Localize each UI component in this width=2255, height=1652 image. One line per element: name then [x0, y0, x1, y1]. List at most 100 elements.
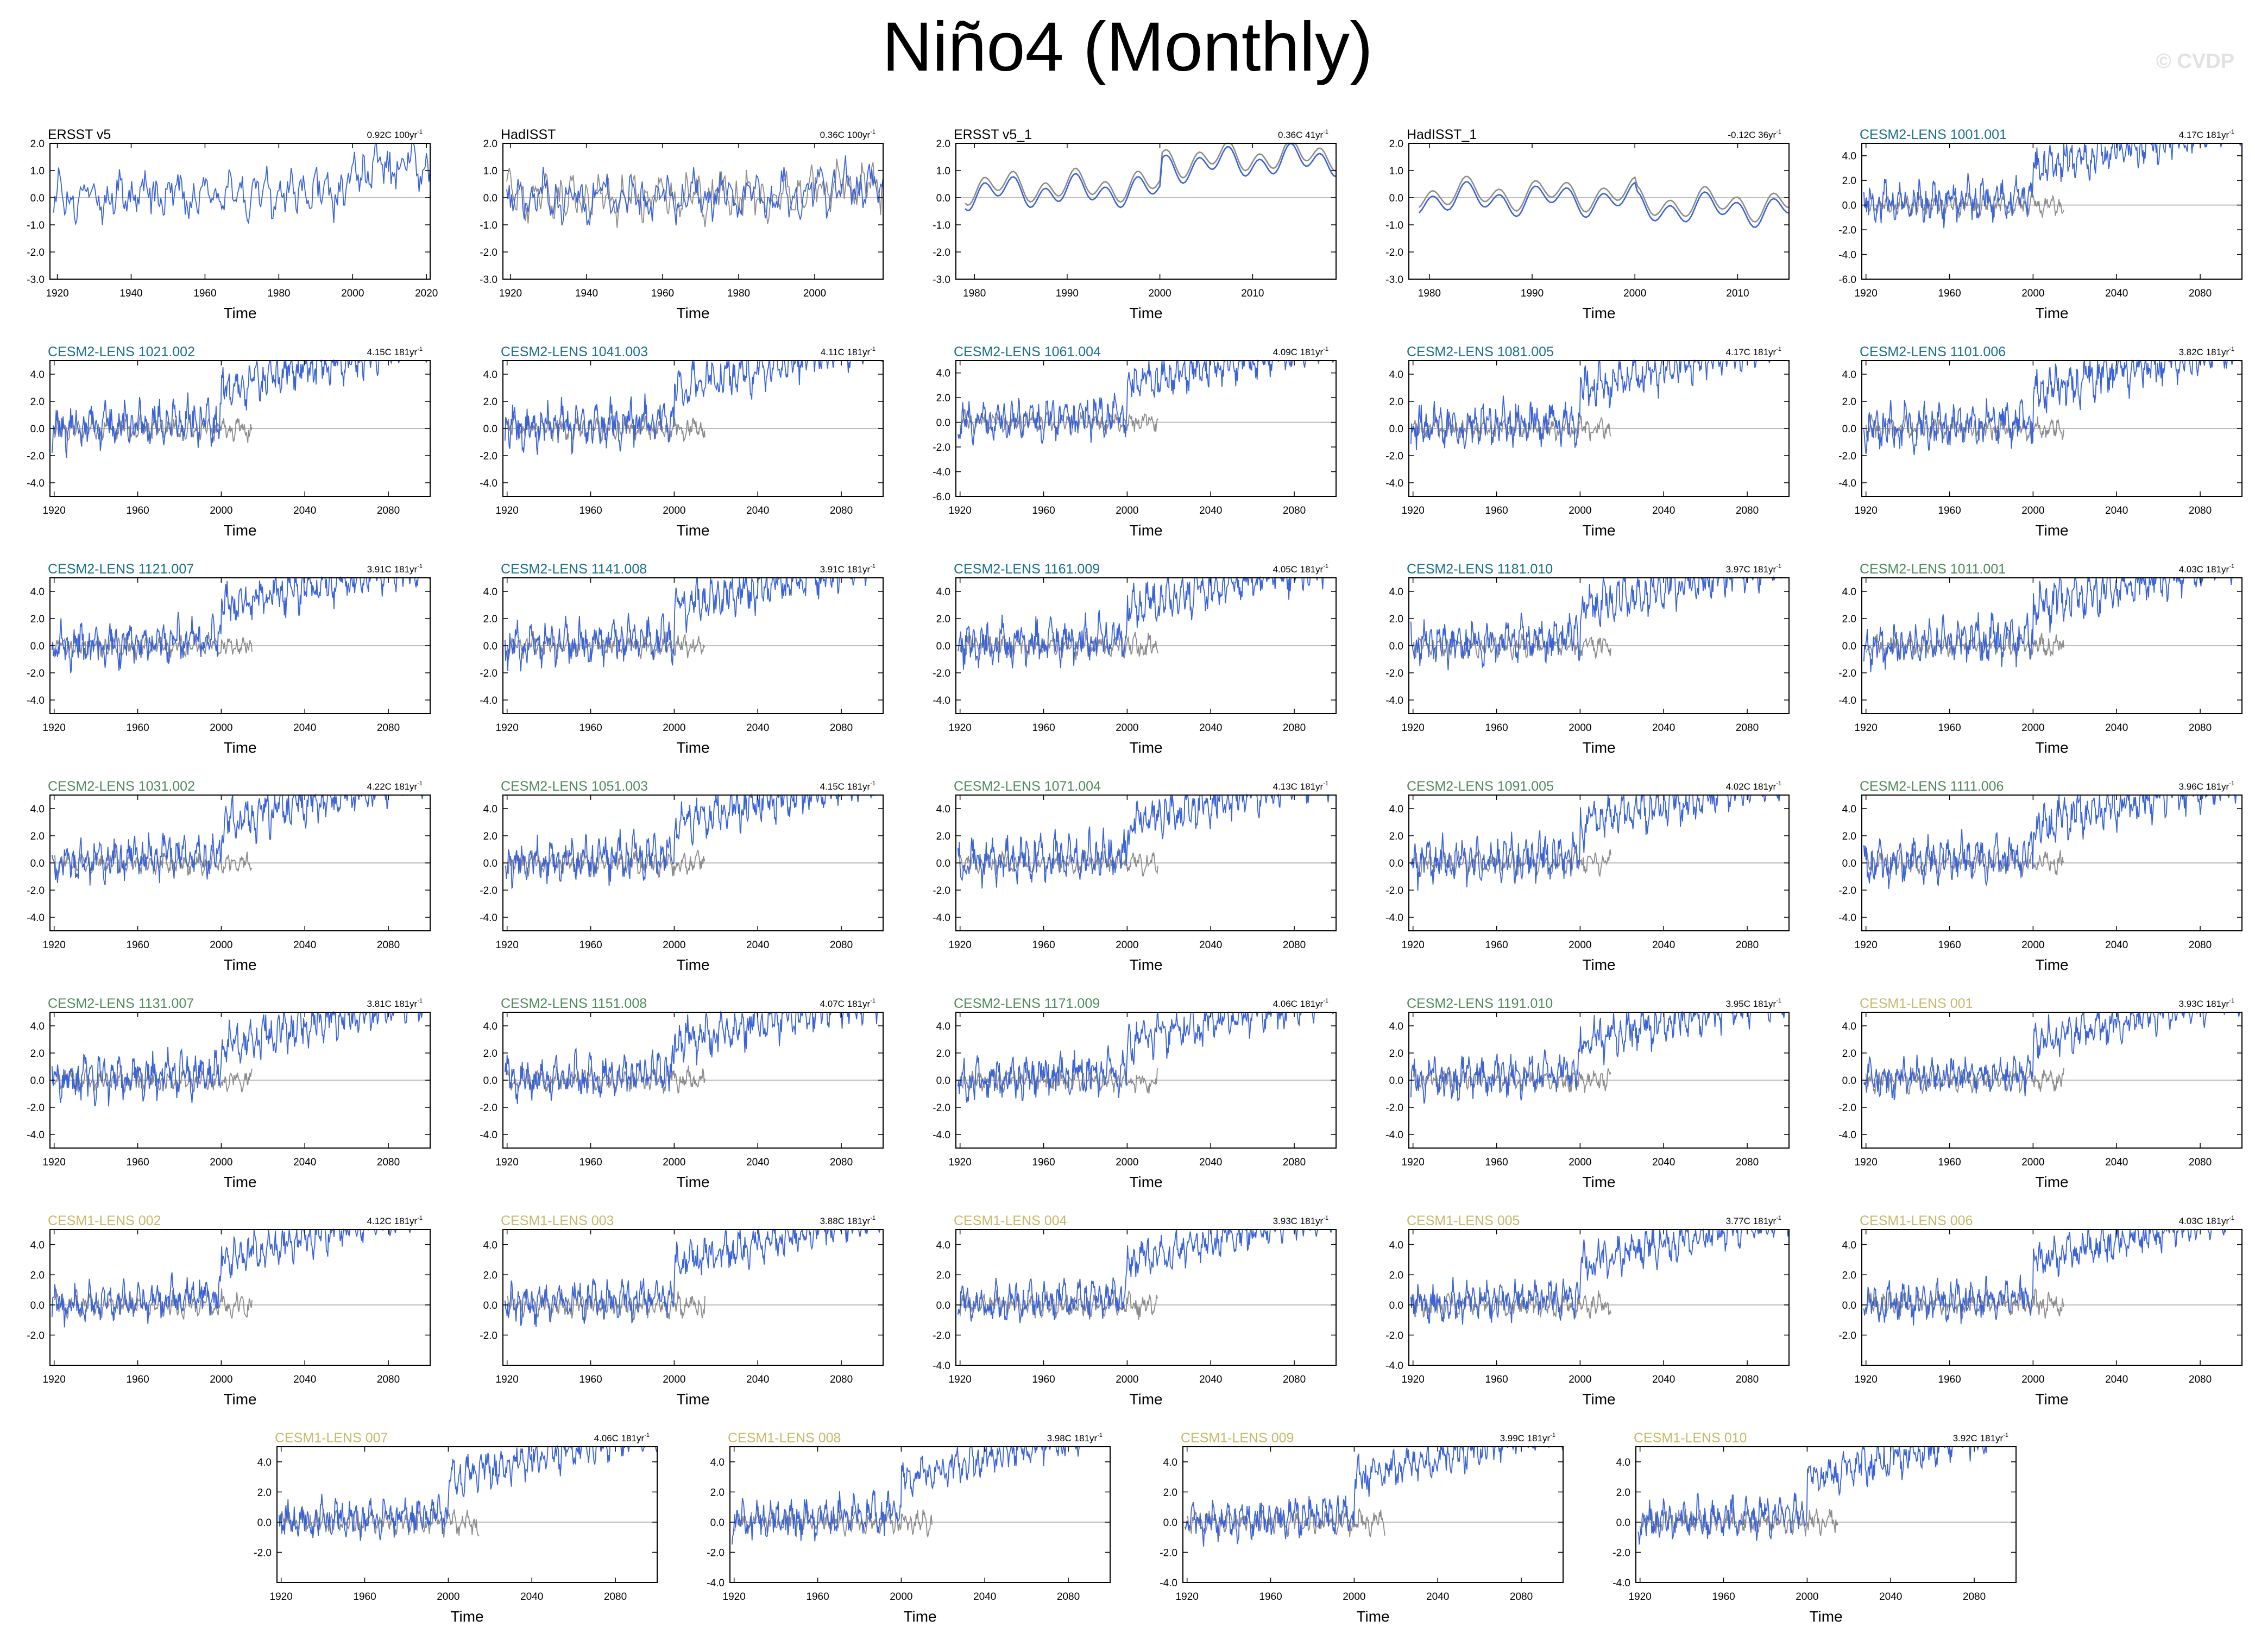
chart-panel: CESM2-LENS 1091.005 4.02C 181yr-1 4.0 2.0 0.…: [1364, 777, 1815, 994]
chart-svg: CESM1-LENS 002 4.12C 181yr-1 4.0 2.0 0.0 -2.0…: [27, 1213, 431, 1408]
series-line: [1863, 142, 2242, 229]
x-tick-label: 1960: [126, 1157, 149, 1168]
y-tick-label: 0.0: [1389, 424, 1403, 435]
y-tick-label: -2.0: [933, 1330, 950, 1341]
y-tick-label: 4.0: [936, 368, 950, 380]
plot-frame: [955, 360, 1337, 497]
plot-frame: [1861, 143, 2243, 280]
x-tick-label: 1920: [949, 1374, 972, 1385]
x-tick-label: 2000: [1569, 1157, 1591, 1168]
y-tick-label: -2.0: [1838, 668, 1856, 679]
trend-unit-exponent: -1: [1323, 129, 1328, 135]
x-tick-label: 2040: [1199, 1157, 1222, 1168]
trend-unit-exponent: -1: [1323, 1215, 1328, 1221]
x-tick-label: 1960: [1938, 505, 1961, 516]
trend-label: 4.11C 181yr-1: [821, 346, 875, 357]
y-tick-label: 2.0: [936, 614, 950, 625]
panel-title: HadISST_1: [1407, 127, 1477, 142]
chart-panel: CESM2-LENS 1191.010 3.95C 181yr-1 4.0 2.0 0.…: [1364, 994, 1815, 1211]
y-tick-label: -4.0: [933, 695, 950, 707]
panel-title: HadISST: [501, 127, 556, 142]
x-tick-label: 2080: [1283, 940, 1306, 951]
y-tick-label: -2.0: [254, 1547, 272, 1559]
y-tick-label: 2.0: [1389, 614, 1403, 625]
x-tick-label: 1920: [270, 1591, 293, 1603]
y-tick-label: -2.0: [1838, 1330, 1856, 1341]
trend-label: 3.88C 181yr-1: [820, 1215, 875, 1226]
chart-svg: CESM2-LENS 1011.001 4.03C 181yr-1 4.0 2.0 0.…: [1838, 562, 2243, 756]
x-tick-label: 2080: [377, 505, 400, 516]
x-tick-label: 2080: [1283, 722, 1306, 734]
x-axis-title: Time: [1582, 956, 1615, 973]
x-tick-label: 1920: [1855, 722, 1878, 734]
x-tick-label: 1920: [1855, 1157, 1878, 1168]
x-tick-label: 2080: [1736, 505, 1759, 516]
x-tick-label: 2040: [293, 1157, 316, 1168]
x-axis-title: Time: [676, 1174, 709, 1190]
x-tick-label: 1920: [496, 722, 519, 734]
x-tick-label: 2080: [2189, 940, 2212, 951]
panel-title: CESM2-LENS 1181.010: [1407, 562, 1553, 577]
x-tick-label: 1960: [1712, 1591, 1735, 1603]
chart-svg: ERSST v5_1 0.36C 41yr-1 2.0 1.0 0.0 -1.0 -2.0 -…: [933, 127, 1337, 321]
chart-panel: CESM2-LENS 1171.009 4.06C 181yr-1 4.0 2.0 0.…: [911, 994, 1362, 1211]
y-tick-label: 4.0: [1842, 1021, 1856, 1032]
series-line: [51, 576, 431, 673]
y-tick-label: 0.0: [30, 1075, 45, 1087]
x-tick-label: 2040: [520, 1591, 543, 1603]
x-axis-title: Time: [1129, 1391, 1162, 1408]
y-tick-label: -3.0: [27, 274, 45, 286]
y-tick-label: 4.0: [30, 369, 45, 381]
x-axis-title: Time: [1129, 956, 1162, 973]
y-tick-label: 4.0: [30, 587, 45, 598]
x-tick-label: 2040: [1652, 722, 1675, 734]
y-tick-label: 2.0: [936, 831, 950, 842]
x-tick-label: 2040: [2105, 1374, 2128, 1385]
trend-unit-exponent: -1: [2229, 1215, 2234, 1221]
x-tick-label: 2000: [2021, 940, 2044, 951]
x-tick-label: 1960: [1032, 505, 1055, 516]
x-tick-label: 2080: [2189, 1157, 2212, 1168]
y-tick-label: 0.0: [483, 858, 497, 869]
chart-panel: CESM1-LENS 002 4.12C 181yr-1 4.0 2.0 0.0 -2.0…: [5, 1211, 456, 1428]
x-tick-label: 2040: [1652, 940, 1675, 951]
trend-unit-exponent: -1: [1776, 346, 1781, 352]
x-axis-title: Time: [223, 739, 256, 756]
x-tick-label: 1960: [1032, 722, 1055, 734]
trend-label: 3.91C 181yr-1: [367, 563, 423, 575]
chart-svg: CESM2-LENS 1171.009 4.06C 181yr-1 4.0 2.0 0.…: [933, 996, 1337, 1190]
x-tick-label: 2080: [1057, 1591, 1080, 1603]
x-tick-label: 2040: [746, 722, 769, 734]
trend-unit-exponent: -1: [870, 563, 875, 570]
trend-unit-exponent: -1: [2229, 998, 2234, 1004]
y-tick-label: 2.0: [1389, 1048, 1403, 1060]
chart-panel: CESM2-LENS 1131.007 3.81C 181yr-1 4.0 2.0 0.…: [5, 994, 456, 1211]
y-tick-label: 4.0: [1389, 1021, 1403, 1032]
x-tick-label: 2040: [1652, 1157, 1675, 1168]
y-tick-label: 2.0: [936, 393, 950, 404]
chart-panel: HadISST_1 -0.12C 36yr-1 2.0 1.0 0.0 -1.0 -2.0 -…: [1364, 125, 1815, 342]
x-tick-label: 1960: [126, 1374, 149, 1385]
x-tick-label: 2040: [1652, 505, 1675, 516]
y-tick-label: -4.0: [27, 1130, 45, 1141]
series-line: [1637, 1446, 2016, 1545]
chart-svg: CESM2-LENS 1121.007 3.91C 181yr-1 4.0 2.0 0.…: [27, 562, 431, 756]
x-tick-label: 1960: [651, 288, 674, 299]
y-tick-label: 2.0: [1842, 175, 1856, 187]
chart-svg: CESM2-LENS 1141.008 3.91C 181yr-1 4.0 2.0 0.…: [480, 562, 884, 756]
y-tick-label: 0.0: [1842, 1075, 1856, 1087]
x-tick-label: 1920: [43, 1374, 66, 1385]
x-axis-title: Time: [676, 305, 709, 321]
y-tick-label: -4.0: [1838, 478, 1856, 489]
chart-panel: CESM2-LENS 1141.008 3.91C 181yr-1 4.0 2.0 0.…: [458, 559, 909, 777]
y-tick-label: -4.0: [1838, 695, 1856, 707]
panel-title: CESM2-LENS 1161.009: [954, 562, 1100, 577]
series-line: [51, 793, 430, 886]
chart-panel: CESM2-LENS 1061.004 4.09C 181yr-1 4.0 2.0 0.…: [911, 342, 1362, 559]
chart-svg: CESM2-LENS 1051.003 4.15C 181yr-1 4.0 2.0 0.…: [480, 779, 884, 973]
chart-panel: CESM1-LENS 009 3.99C 181yr-1 4.0 2.0 0.0 -2.0…: [1138, 1428, 1589, 1645]
panel-title: CESM1-LENS 009: [1181, 1430, 1294, 1446]
y-tick-label: -2.0: [27, 668, 45, 679]
trend-unit-exponent: -1: [417, 998, 423, 1004]
y-tick-label: 4.0: [483, 1021, 497, 1032]
